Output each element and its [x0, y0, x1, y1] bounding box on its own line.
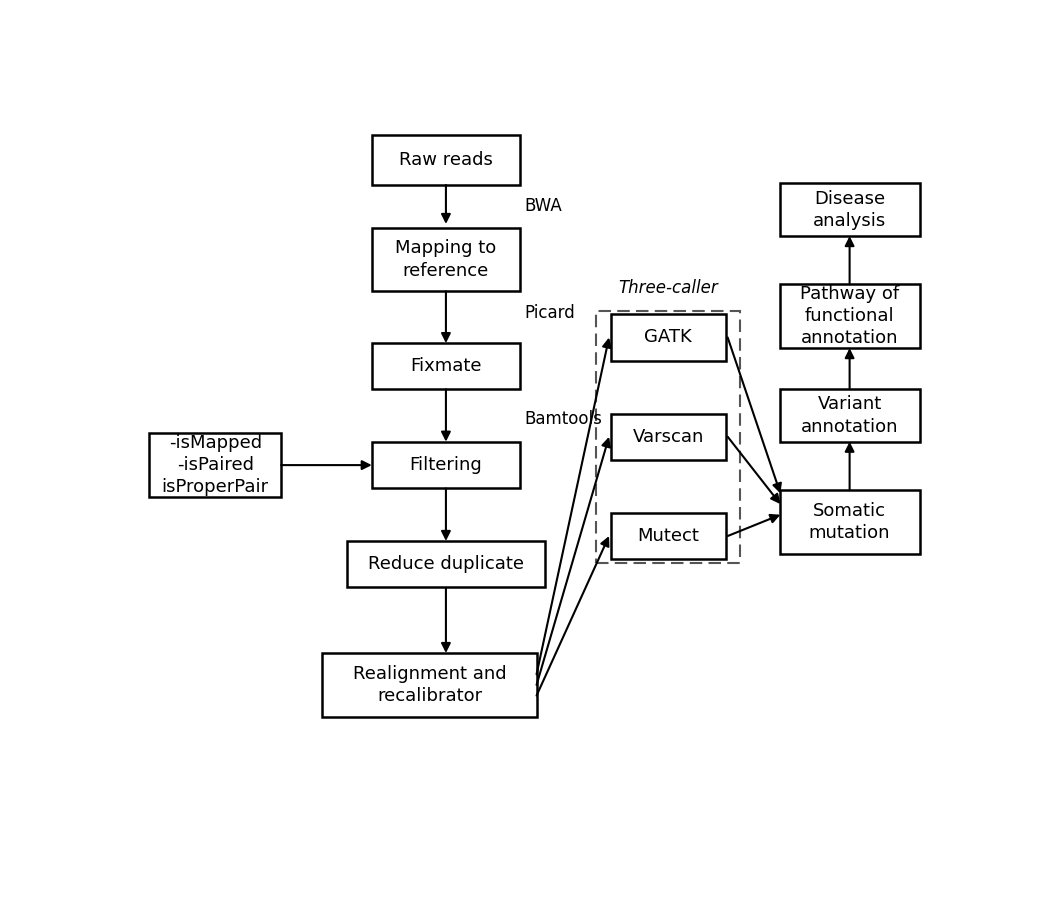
- Text: Variant
annotation: Variant annotation: [800, 395, 898, 436]
- FancyBboxPatch shape: [372, 227, 520, 291]
- FancyBboxPatch shape: [372, 343, 520, 389]
- Text: BWA: BWA: [524, 197, 562, 216]
- Text: Three-caller: Three-caller: [619, 279, 719, 297]
- Text: Realignment and
recalibrator: Realignment and recalibrator: [353, 665, 506, 705]
- FancyBboxPatch shape: [347, 542, 545, 588]
- FancyBboxPatch shape: [611, 513, 726, 559]
- Text: GATK: GATK: [644, 329, 692, 346]
- FancyBboxPatch shape: [611, 414, 726, 460]
- FancyBboxPatch shape: [779, 183, 919, 237]
- Text: Reduce duplicate: Reduce duplicate: [368, 555, 524, 574]
- FancyBboxPatch shape: [322, 653, 537, 717]
- FancyBboxPatch shape: [779, 285, 919, 348]
- Text: Pathway of
functional
annotation: Pathway of functional annotation: [800, 285, 899, 347]
- Text: Raw reads: Raw reads: [399, 151, 493, 169]
- FancyBboxPatch shape: [611, 314, 726, 360]
- Text: Disease
analysis: Disease analysis: [813, 190, 887, 230]
- Text: Fixmate: Fixmate: [410, 356, 482, 375]
- FancyBboxPatch shape: [779, 490, 919, 554]
- FancyBboxPatch shape: [149, 433, 281, 497]
- FancyBboxPatch shape: [372, 442, 520, 488]
- Text: -isMapped
-isPaired
isProperPair: -isMapped -isPaired isProperPair: [162, 434, 269, 496]
- Text: Somatic
mutation: Somatic mutation: [809, 502, 891, 542]
- Text: Bamtools: Bamtools: [524, 410, 602, 428]
- FancyBboxPatch shape: [372, 135, 520, 185]
- FancyBboxPatch shape: [779, 389, 919, 442]
- Text: Picard: Picard: [524, 304, 575, 321]
- Text: Varscan: Varscan: [632, 427, 704, 446]
- Text: Filtering: Filtering: [409, 456, 483, 474]
- Text: Mapping to
reference: Mapping to reference: [395, 239, 496, 280]
- FancyBboxPatch shape: [596, 311, 741, 563]
- Text: Mutect: Mutect: [638, 527, 699, 545]
